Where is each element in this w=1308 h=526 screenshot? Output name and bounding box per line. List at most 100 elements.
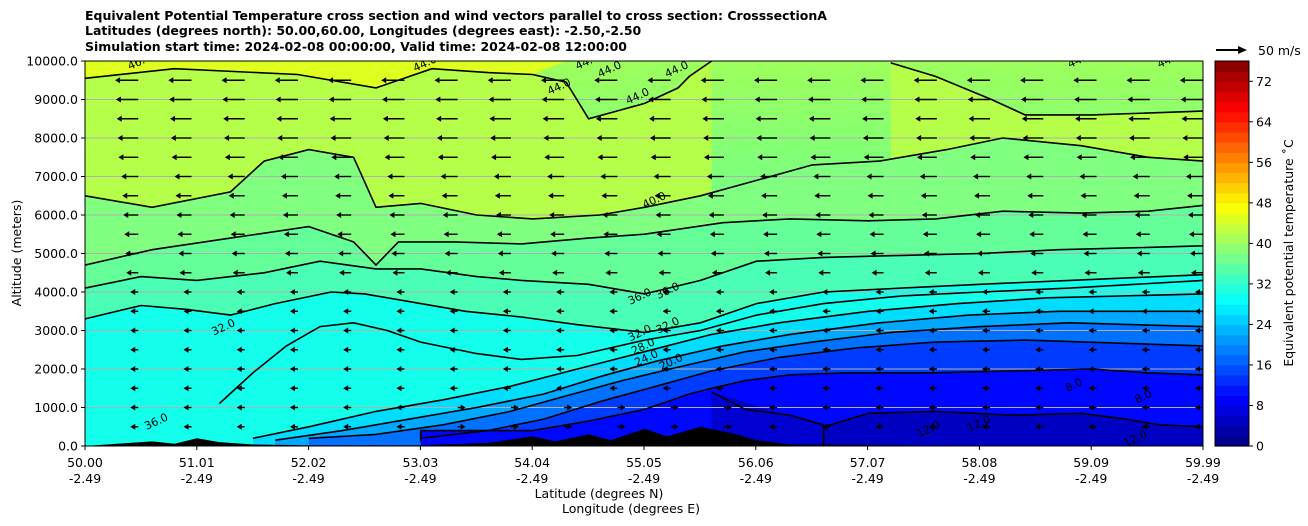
x-tick-label-lon-8: -2.49 — [963, 471, 995, 486]
wind-vector-head-204 — [597, 154, 603, 161]
colorbar-tick-label-5: 40 — [1256, 236, 1272, 251]
wind-vector-head-258 — [762, 212, 768, 218]
x-tick-label-lon-3: -2.49 — [404, 471, 436, 486]
wind-vector-head-39 — [183, 404, 189, 411]
wind-vector-head-239 — [708, 212, 714, 218]
wind-vector-head-53 — [170, 135, 176, 141]
contour-fill-8-12 — [711, 392, 824, 446]
wind-vector-head-175 — [556, 346, 562, 353]
wind-vector-head-76 — [289, 423, 295, 430]
wind-vector-head-44 — [183, 308, 189, 315]
wind-vector-head-368 — [1088, 289, 1094, 295]
x-tick-label-lat-1: 51.01 — [179, 455, 215, 470]
wind-vector-head-362 — [1088, 404, 1094, 411]
contour-line-8-13 — [822, 410, 1203, 446]
wind-vector-head-191 — [620, 404, 626, 411]
wind-vector-head-409 — [1189, 231, 1194, 238]
wind-vector-head-10 — [71, 231, 76, 237]
colorbar: 0 8 16 24 32 40 48 56 64 72 — [1214, 60, 1272, 454]
wind-vector-head-75 — [221, 77, 227, 84]
wind-vector-head-390 — [1135, 231, 1141, 238]
wind-vector-head-294 — [870, 250, 876, 257]
wind-vector-head-121 — [396, 289, 402, 295]
wind-vector-head-208 — [594, 77, 600, 84]
colorbar-frame — [1214, 60, 1250, 447]
contour-line-32-5 — [85, 273, 1203, 334]
x-tick-label-lat-3: 53.03 — [403, 455, 439, 470]
wind-vector-head-270 — [822, 346, 828, 353]
contour-line-32-6 — [218, 279, 1203, 405]
wind-vector-head-177 — [556, 308, 562, 315]
wind-vector-head-271 — [822, 327, 828, 334]
wind-vector-head-150 — [435, 96, 441, 103]
wind-vector-head-137 — [449, 346, 455, 353]
wind-vector-head-250 — [769, 366, 775, 372]
wind-vector-head-227 — [647, 77, 653, 84]
wind-vector-head-314 — [922, 231, 928, 238]
wind-vector-head-55 — [169, 96, 175, 103]
wind-vector-head-274 — [818, 269, 824, 276]
wind-vector-head-372 — [1081, 212, 1087, 218]
wind-vector-head-363 — [1088, 385, 1094, 392]
wind-vector-head-223 — [650, 154, 656, 161]
colorbar-swatch-18 — [1215, 253, 1249, 265]
colorbar-swatch-12 — [1215, 314, 1249, 326]
wind-vector-head-278 — [814, 192, 820, 199]
wind-vector-head-64 — [236, 289, 242, 295]
wind-vector-head-102 — [343, 289, 349, 295]
wind-vector-head-113 — [328, 77, 334, 84]
wind-vector-head-265 — [753, 77, 759, 84]
wind-vector-head-35 — [116, 115, 122, 122]
wind-vector-head-18 — [62, 77, 67, 83]
wind-vector-head-189 — [540, 77, 546, 84]
wind-vector-head-247 — [769, 423, 775, 430]
wind-vector-head-342 — [1035, 423, 1041, 430]
wind-vector-head-309 — [928, 327, 934, 334]
wind-vector-head-276 — [816, 231, 822, 238]
wind-vector-head-179 — [552, 269, 558, 276]
wind-vector-head-159 — [502, 289, 508, 295]
wind-vector-head-167 — [490, 135, 496, 141]
wind-vector-head-183 — [548, 192, 554, 199]
wind-vector-head-323 — [982, 423, 988, 430]
wind-vector-head-226 — [648, 96, 654, 103]
wind-vector-head-200 — [603, 231, 609, 238]
wind-vector-head-176 — [556, 327, 562, 334]
wind-vector-head-166 — [491, 154, 497, 161]
wind-vector-head-325 — [982, 385, 988, 392]
wind-vector-head-267 — [822, 404, 828, 411]
wind-vector-head-49 — [176, 212, 182, 218]
wind-vector-head-292 — [875, 289, 881, 295]
wind-vector-head-72 — [224, 135, 230, 141]
wind-vector-head-193 — [609, 366, 615, 372]
colorbar-swatch-33 — [1215, 101, 1249, 113]
colorbar-swatch-25 — [1215, 182, 1249, 194]
contour-line-44-0 — [85, 61, 713, 120]
wind-vector-head-149 — [436, 115, 442, 122]
wind-vector-head-233 — [715, 327, 721, 334]
y-tick-label-10: 10000.0 — [26, 54, 78, 69]
wind-vector-head-85 — [284, 250, 290, 257]
wind-vectors — [62, 77, 1203, 430]
wind-vector-head-361 — [1088, 423, 1094, 430]
wind-vector-head-221 — [654, 192, 660, 199]
x-axis-label-longitude: Longitude (degrees E) — [562, 501, 700, 516]
wind-vector-head-259 — [761, 192, 767, 199]
y-tick-label-5: 5000.0 — [34, 246, 78, 261]
wind-vector-head-236 — [711, 269, 717, 276]
colorbar-swatch-22 — [1215, 212, 1249, 224]
x-tick-label-lon-1: -2.49 — [181, 471, 213, 486]
wind-vector-head-32 — [121, 173, 127, 180]
wind-vector-head-268 — [822, 385, 828, 392]
wind-vector-head-391 — [1134, 212, 1140, 218]
wind-vector-head-235 — [715, 289, 721, 295]
colorbar-swatch-29 — [1215, 142, 1249, 153]
wind-vector-head-180 — [551, 250, 557, 257]
wind-vector-head-125 — [389, 212, 395, 218]
wind-vector-head-354 — [1027, 192, 1033, 199]
wind-vector-head-50 — [175, 192, 181, 199]
contour-line-38-3 — [85, 204, 1203, 267]
wind-vector-head-237 — [710, 250, 716, 257]
wind-vector-head-256 — [764, 250, 770, 257]
wind-vector-head-277 — [815, 212, 821, 218]
